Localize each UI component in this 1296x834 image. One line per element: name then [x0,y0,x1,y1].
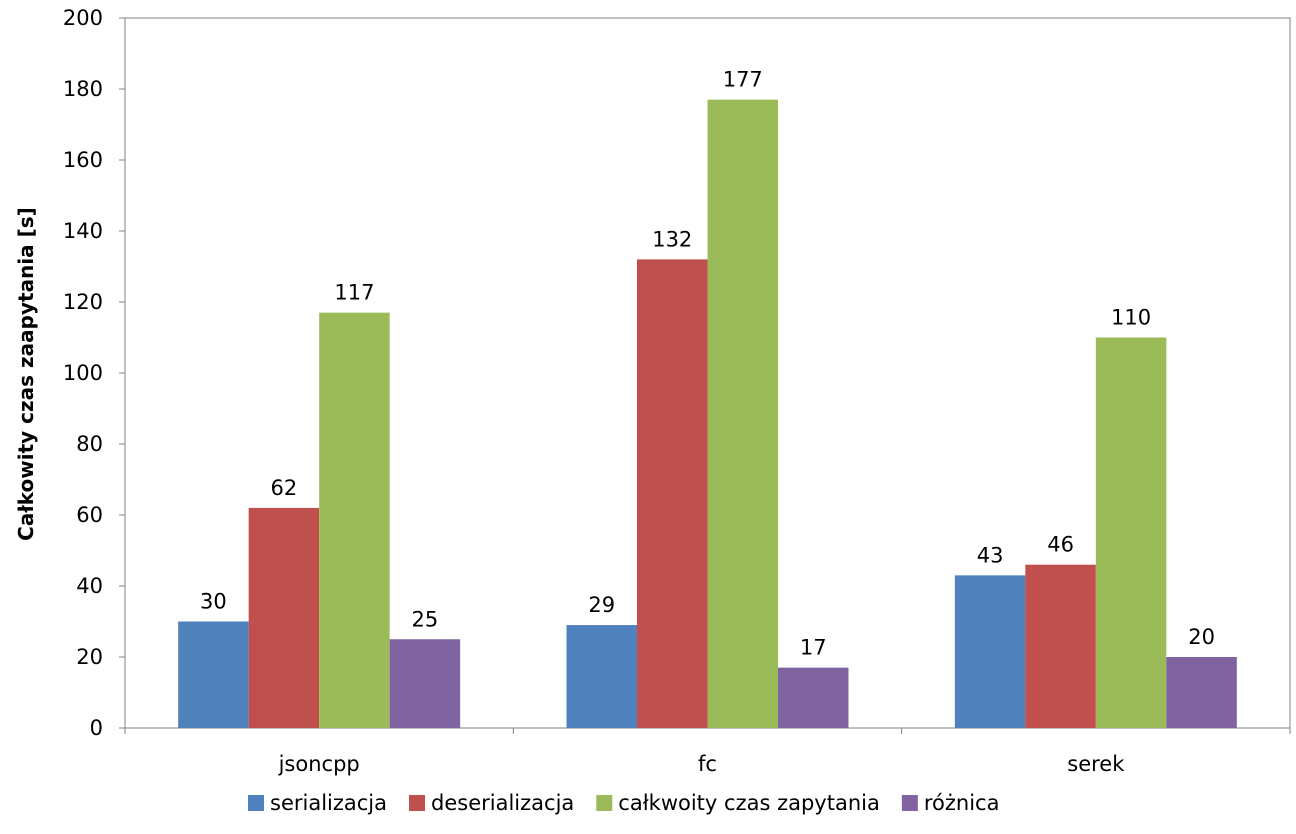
data-label: 43 [977,543,1004,567]
data-label: 29 [588,593,615,617]
data-label: 30 [200,590,227,614]
y-tick-label: 160 [63,148,103,172]
bar-różnica-serek [1166,657,1237,728]
y-tick-label: 60 [76,503,103,527]
data-label: 62 [271,476,298,500]
bar-serializacja-serek [954,575,1026,728]
legend-label: różnica [924,791,1000,815]
y-tick-label: 40 [76,574,103,598]
bar-całkwoity-czas-zapytania-fc [707,99,778,728]
legend-swatch [901,795,918,811]
data-label: 117 [334,281,374,305]
bar-różnica-fc [778,667,849,728]
y-tick-label: 200 [63,6,103,30]
data-label: 17 [800,636,827,660]
bar-deserializacja-jsoncpp [248,507,320,728]
legend-label: całkwoity czas zapytania [618,791,880,815]
bar-całkwoity-czas-zapytania-jsoncpp [319,312,390,728]
plot-area: 0 20 40 60 80 100 120 140 160 180 200 30 62 117 25 json… [63,6,1291,776]
x-category-label: serek [1067,752,1125,776]
bar-deserializacja-serek [1025,564,1096,728]
legend-swatch [248,795,264,811]
legend-label: serializacja [270,791,387,815]
y-axis-title: Całkowity czas zaapytania [s] [14,207,38,541]
bar-serializacja-jsoncpp [178,621,249,728]
data-label: 25 [412,607,439,631]
legend-label: deserializacja [431,791,574,815]
data-label: 46 [1047,533,1074,557]
data-label: 20 [1188,625,1215,649]
bar-serializacja-fc [566,625,637,728]
data-label: 177 [723,68,763,92]
y-tick-label: 140 [63,219,103,243]
y-tick-label: 0 [90,716,103,740]
y-tick-label: 120 [63,290,103,314]
y-tick-label: 100 [63,361,103,385]
data-label: 110 [1111,306,1151,330]
legend-swatch [596,795,613,811]
y-tick-label: 20 [76,645,103,669]
bar-całkwoity-czas-zapytania-serek [1095,337,1167,728]
legend-swatch [409,795,426,811]
bar-różnica-jsoncpp [389,639,461,728]
x-category-label: jsoncpp [278,752,360,776]
legend: serializacja deserializacja całkwoity czas… [248,791,999,815]
bar-deserializacja-fc [637,259,708,728]
data-label: 132 [652,227,692,251]
y-tick-label: 180 [63,77,103,101]
y-tick-label: 80 [76,432,103,456]
x-category-label: fc [698,752,717,776]
